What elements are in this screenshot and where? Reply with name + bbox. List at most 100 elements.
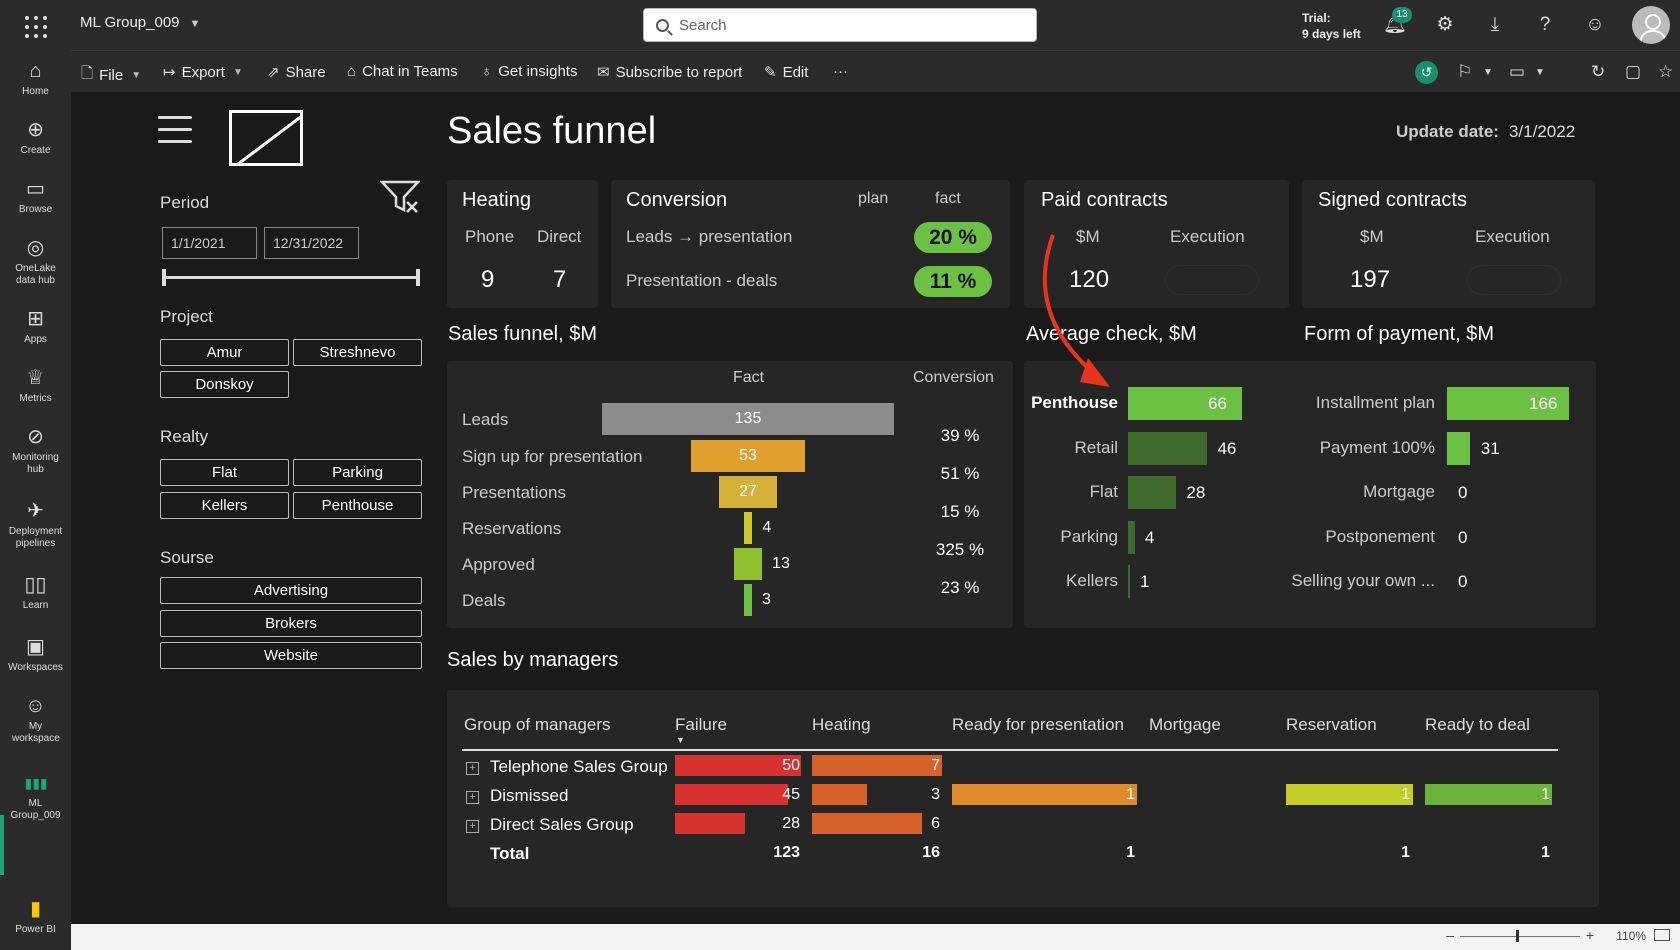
search-placeholder: Search	[679, 16, 727, 34]
nav-ml-group[interactable]: ▮▮▮ ML Group_009	[0, 772, 71, 822]
funnel-label-reservations: Reservations	[462, 519, 562, 538]
nav-deployment[interactable]: ✈ Deployment pipelines	[0, 500, 71, 550]
get-insights-button[interactable]: ♁ Get insights	[481, 63, 577, 80]
col-ready-deal[interactable]: Ready to deal	[1425, 715, 1530, 734]
refresh-icon[interactable]: ↻	[1591, 62, 1606, 81]
subscribe-button[interactable]: ✉ Subscribe to report	[597, 63, 743, 82]
avg-bar-retail	[1128, 431, 1208, 465]
avg-value-kellers: 1	[1140, 572, 1150, 591]
funnel-conversion-1: 51 %	[940, 464, 980, 483]
comment-icon[interactable]: ▢	[1625, 62, 1642, 81]
funnel-value-deals: 3	[762, 591, 771, 608]
col-failure[interactable]: Failure	[675, 715, 727, 734]
reset-icon[interactable]: ↺	[1415, 61, 1438, 84]
col-mortgage[interactable]: Mortgage	[1149, 715, 1221, 734]
funnel-conversion-4: 23 %	[940, 578, 980, 597]
payment-value-installment-plan: 166	[1529, 394, 1558, 413]
active-indicator	[0, 815, 4, 875]
subscribe-label: Subscribe to report	[615, 63, 743, 81]
project-chip-donskoy[interactable]: Donskoy	[160, 371, 289, 398]
nav-apps[interactable]: ⊞ Apps	[0, 308, 71, 346]
export-icon: ↦	[163, 64, 176, 81]
apps-icon: ⊞	[27, 308, 44, 330]
direct-value: 7	[553, 266, 567, 293]
period-slider[interactable]	[162, 269, 420, 286]
row-label-direct: Direct Sales Group	[490, 815, 634, 834]
share-button[interactable]: ⇗ Share	[267, 63, 326, 82]
nav-metrics[interactable]: ♕ Metrics	[0, 367, 71, 405]
cell-heating: 7	[931, 757, 940, 774]
nav-create[interactable]: ⊕ Create	[0, 119, 71, 157]
trophy-icon: ♕	[26, 367, 45, 389]
nav-label: OneLake data hub	[15, 263, 56, 286]
realty-chip-parking[interactable]: Parking	[293, 459, 422, 486]
gear-icon[interactable]: ⚙	[1436, 14, 1454, 35]
nav-monitoring[interactable]: ⊘ Monitoring hub	[0, 426, 71, 476]
nav-label: Power BI	[15, 924, 56, 935]
chevron-down-icon: ▼	[189, 18, 201, 30]
avatar[interactable]	[1632, 6, 1670, 44]
cell-ready-deal: 1	[1541, 786, 1550, 803]
realty-chip-penthouse[interactable]: Penthouse	[293, 492, 422, 519]
nav-workspaces[interactable]: ▣ Workspaces	[0, 636, 71, 674]
search-input[interactable]: Search	[643, 8, 1037, 42]
zoom-in-icon[interactable]: +	[1585, 927, 1594, 943]
export-menu[interactable]: ↦ Export ▼	[163, 63, 243, 82]
nav-label: Learn	[22, 600, 49, 611]
view-icon[interactable]: ▭	[1509, 62, 1526, 81]
col-ready-presentation[interactable]: Ready for presentation	[952, 715, 1124, 734]
nav-learn[interactable]: ▯▯ Learn	[0, 574, 71, 612]
download-icon[interactable]: ⤓	[1490, 14, 1500, 35]
page-title: Sales funnel	[447, 110, 657, 152]
left-nav-rail: ⌂ Home ⊕ Create ▭ Browse ◎ OneLake data hub …	[0, 50, 71, 950]
expand-icon[interactable]: +	[466, 791, 479, 804]
source-chip-advertising[interactable]: Advertising	[160, 577, 422, 604]
expand-icon[interactable]: +	[466, 762, 479, 775]
pencil-icon: ✎	[764, 64, 777, 81]
cell-failure: 28	[782, 815, 800, 832]
feedback-icon[interactable]: ☺	[1585, 14, 1605, 35]
edit-button[interactable]: ✎ Edit	[764, 63, 808, 82]
clear-filter-icon[interactable]	[380, 180, 420, 214]
source-chip-brokers[interactable]: Brokers	[160, 610, 422, 637]
conversion-row1-fact: 20 %	[914, 222, 992, 253]
file-menu[interactable]: 🗋 File ▼	[81, 63, 141, 88]
realty-chip-flat[interactable]: Flat	[160, 459, 289, 486]
workspace-name: ML Group_009	[80, 14, 180, 31]
bookmark-icon[interactable]: ⚐	[1457, 62, 1473, 81]
nav-browse[interactable]: ▭ Browse	[0, 178, 71, 216]
nav-label: Home	[22, 86, 49, 97]
source-chip-website[interactable]: Website	[160, 642, 422, 669]
date-from-input[interactable]: 1/1/2021	[162, 227, 257, 259]
more-options-button[interactable]: ···	[833, 63, 848, 80]
menu-icon[interactable]	[158, 116, 192, 144]
zoom-slider[interactable]	[1460, 930, 1580, 942]
expand-icon[interactable]: +	[466, 820, 479, 833]
avg-bar-flat	[1128, 476, 1177, 509]
project-chip-amur[interactable]: Amur	[160, 339, 289, 366]
nav-home[interactable]: ⌂ Home	[0, 60, 71, 98]
nav-power-bi[interactable]: ▮ Power BI	[0, 898, 71, 936]
date-to-input[interactable]: 12/31/2022	[264, 227, 359, 259]
chat-in-teams-button[interactable]: ⌂ Chat in Teams	[347, 63, 458, 80]
nav-label: Browse	[18, 204, 53, 215]
nav-onelake[interactable]: ◎ OneLake data hub	[0, 237, 71, 287]
chevron-down-icon[interactable]: ▼	[1535, 67, 1545, 78]
help-icon[interactable]: ?	[1539, 14, 1551, 35]
workspace-switcher[interactable]: ML Group_009 ▼	[80, 14, 200, 31]
col-heating[interactable]: Heating	[812, 715, 871, 734]
col-group[interactable]: Group of managers	[464, 715, 611, 734]
project-chip-streshnevo[interactable]: Streshnevo	[293, 339, 422, 366]
col-reservation[interactable]: Reservation	[1286, 715, 1377, 734]
avg-value-penthouse: 66	[1208, 394, 1227, 413]
realty-label: Realty	[160, 427, 209, 446]
lightbulb-icon: ♁	[481, 63, 493, 80]
favorite-icon[interactable]: ☆	[1658, 62, 1674, 81]
zoom-out-icon[interactable]: –	[1446, 927, 1454, 943]
realty-chip-kellers[interactable]: Kellers	[160, 492, 289, 519]
app-launcher-icon[interactable]	[22, 13, 48, 39]
cell-heating: 3	[931, 786, 940, 803]
nav-my-workspace[interactable]: ☺ My workspace	[0, 695, 71, 745]
chevron-down-icon[interactable]: ▼	[1483, 67, 1493, 78]
fit-to-page-icon[interactable]	[1654, 929, 1670, 941]
